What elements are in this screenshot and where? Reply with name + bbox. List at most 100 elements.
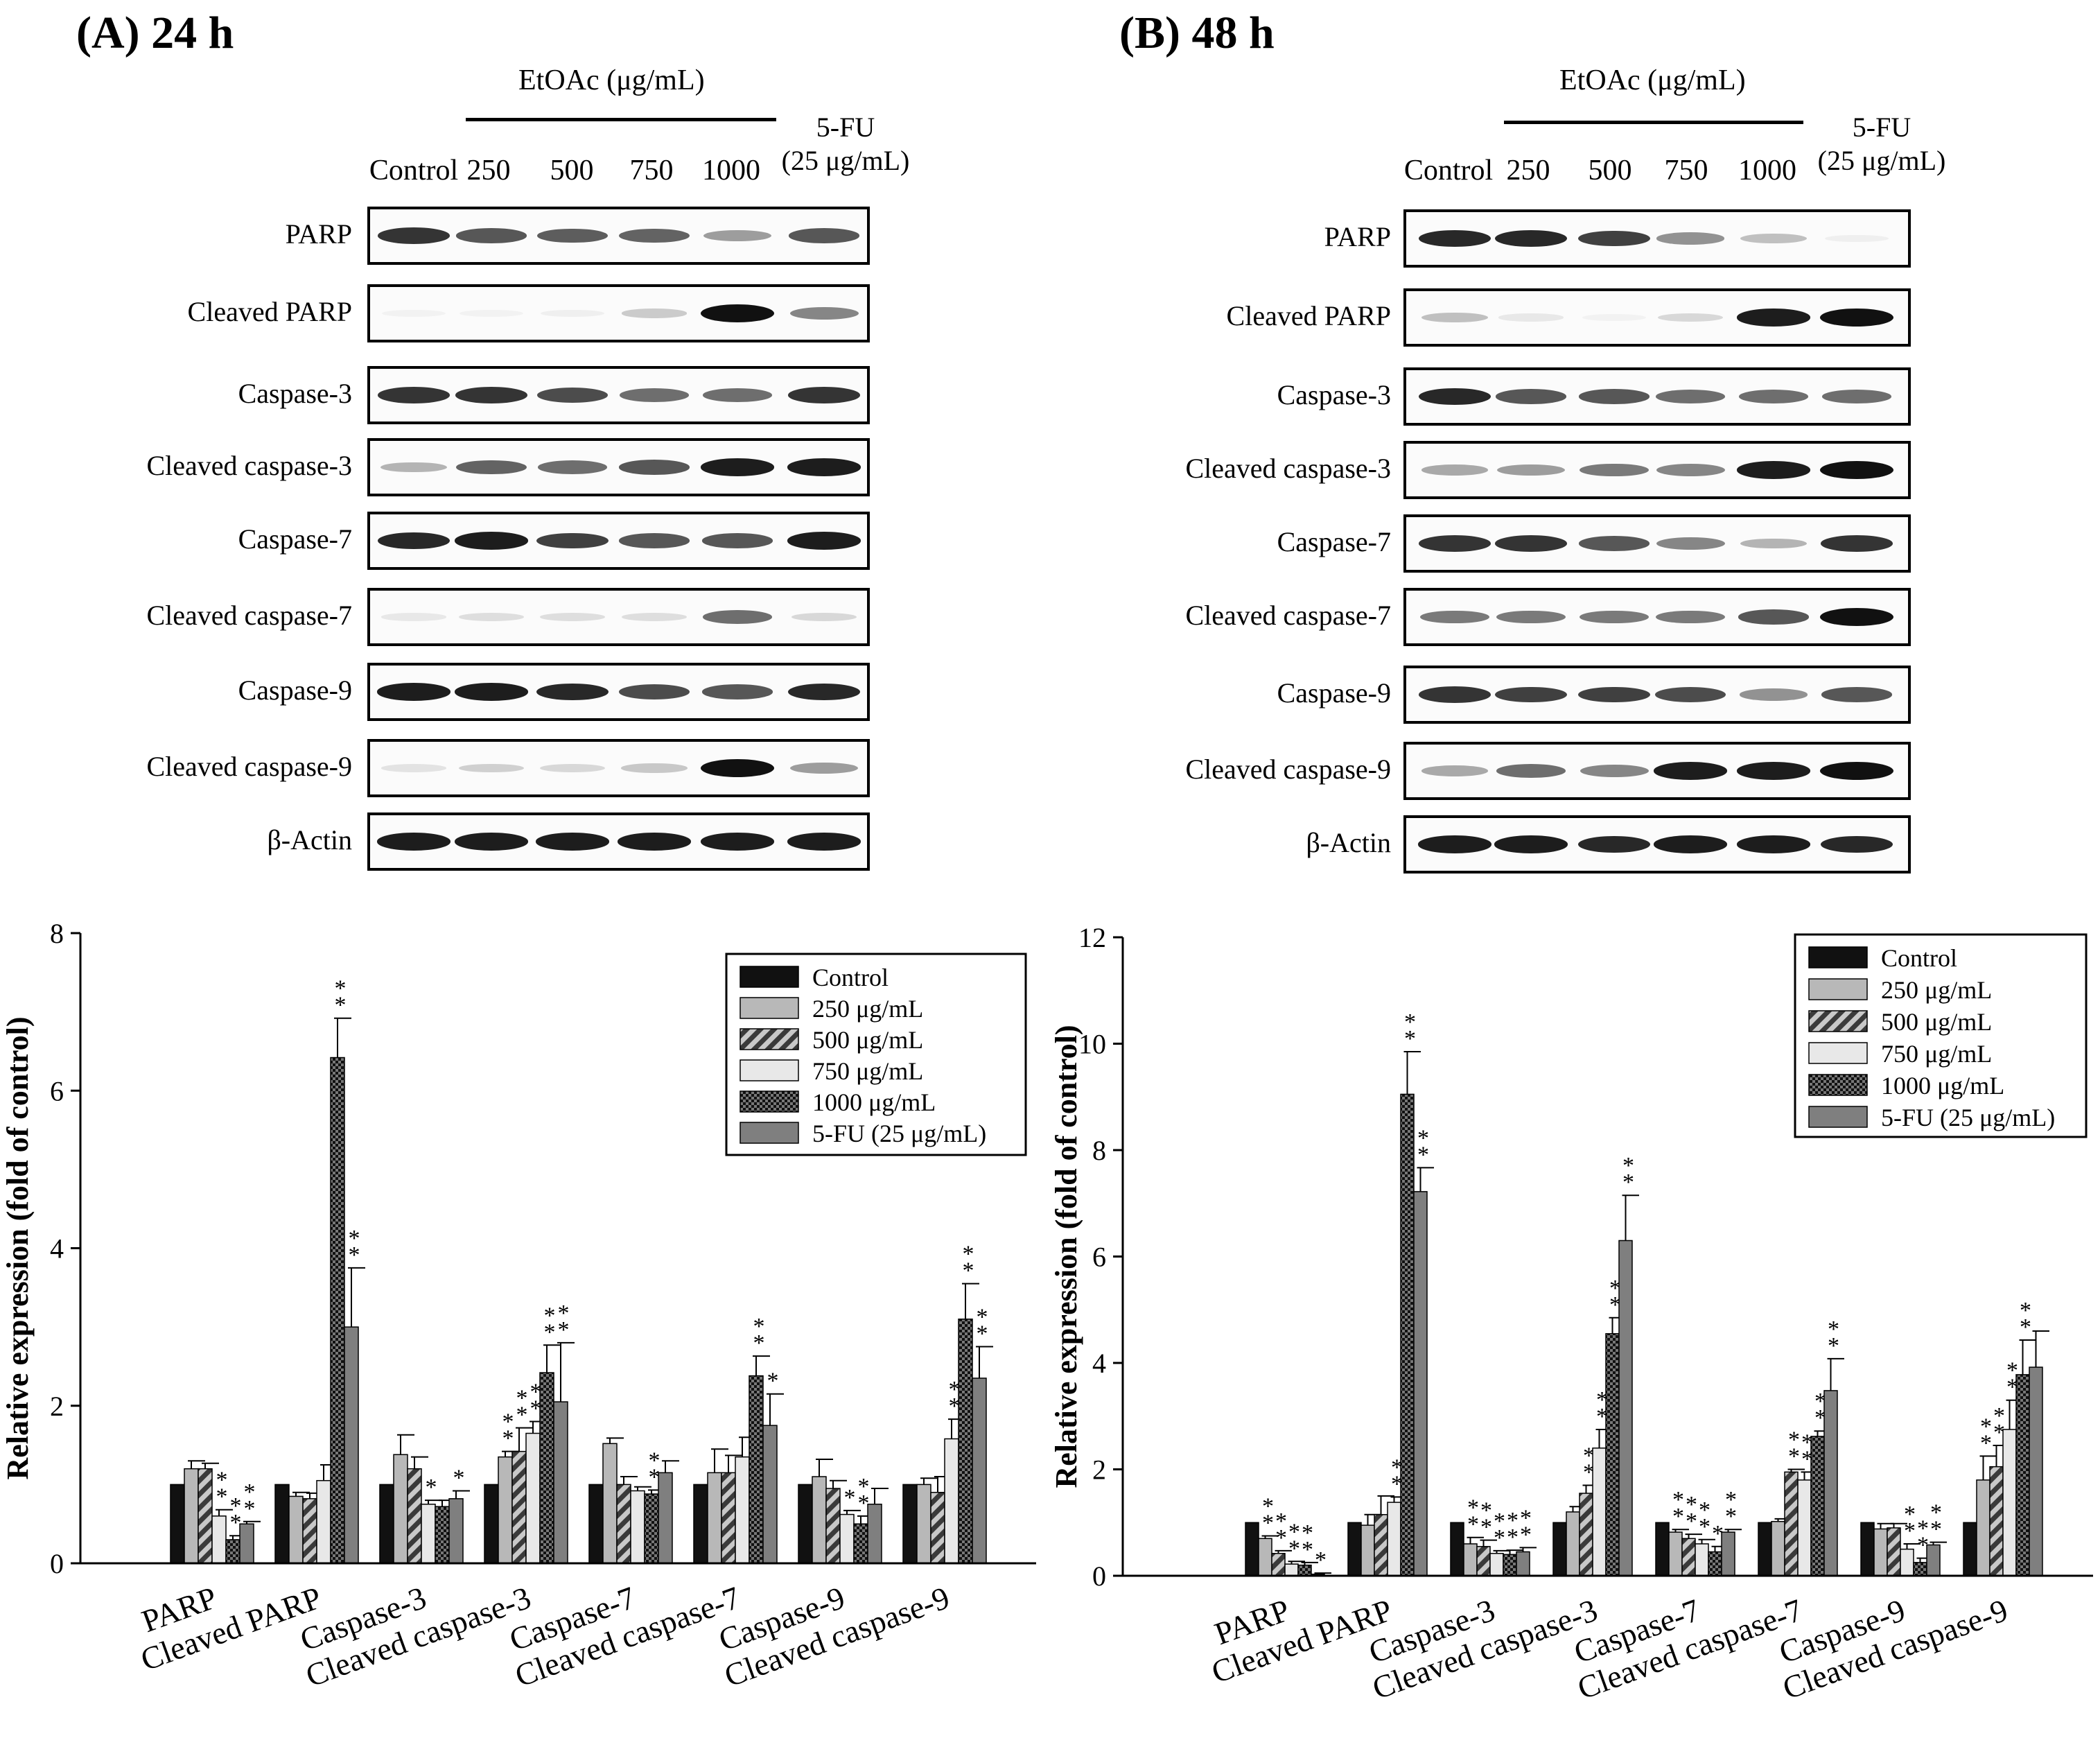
bar [658,1472,673,1564]
legend-swatch [1808,1074,1868,1096]
band [1418,388,1491,406]
bar [1721,1531,1735,1576]
legend-swatch [1808,1042,1868,1064]
significance-star: * [1596,1387,1608,1413]
blot-label-actin: β-Actin [267,824,352,855]
significance-star: * [516,1386,528,1411]
band [540,309,605,318]
band [459,309,524,318]
significance-star: * [2020,1314,2031,1340]
bar [602,1443,618,1564]
legend-swatch [740,1059,799,1081]
significance-star: * [1801,1429,1813,1455]
panel-a-title: (A) 24 h [76,8,234,58]
band [618,833,691,851]
blot-label-caspase-3: Caspase-3 [1277,379,1391,410]
significance-star: * [1993,1420,2005,1445]
bar [184,1468,199,1564]
significance-star: * [1917,1533,1929,1558]
bar [511,1450,527,1564]
band [621,763,688,773]
bar [1976,1479,1990,1576]
significance-star: * [1391,1471,1403,1497]
bar [2015,1374,2030,1576]
legend-label: Control [1881,944,1957,972]
blot-label-caspase-7: Caspase-7 [1277,526,1391,557]
bar [1450,1522,1464,1576]
bar [316,1479,331,1564]
band [377,833,450,851]
legend-label: 750 μg/mL [1881,1040,1992,1068]
blot-label-actin: β-Actin [1306,827,1391,858]
blot-cleaved-caspase-9 [1403,742,1911,800]
band [1580,765,1649,777]
blot-cleaved-caspase-9 [367,739,870,797]
significance-star: * [963,1258,974,1284]
significance-star: * [949,1377,961,1402]
legend-label: 5-FU (25 μg/mL) [812,1120,986,1147]
bar [274,1484,290,1564]
blot-cleaved-caspase-3 [367,438,870,496]
bar [1463,1543,1478,1576]
band [1495,535,1567,552]
band [1821,535,1893,552]
band [1654,835,1727,853]
significance-star: * [1622,1153,1634,1179]
band [456,228,527,243]
panel-a-5fu-label: 5-FU (25 μg/mL) [781,112,910,176]
bar [839,1513,855,1564]
band [455,387,527,403]
significance-star: * [1814,1389,1826,1414]
legend-label: 1000 μg/mL [1881,1072,2004,1100]
significance-star: * [1993,1403,2005,1429]
blot-cleaved-caspase-3 [1403,441,1911,499]
bar [588,1484,604,1564]
legend-label: 250 μg/mL [1881,976,1992,1004]
lane-control: Control [369,155,459,186]
band [1496,389,1566,404]
band [619,533,690,548]
significance-star: * [544,1319,556,1345]
band [1820,461,1893,479]
band [1421,464,1489,476]
bar [812,1476,827,1564]
lane-750: 750 [1664,155,1708,186]
panel-a-treatment-bracket [466,118,776,121]
blot-label-cleaved-caspase-3: Cleaved caspase-3 [146,450,352,481]
band [459,613,524,621]
band [1738,390,1809,403]
y-tick-label: 2 [1092,1454,1106,1486]
bar [1374,1513,1388,1576]
bar [1784,1471,1799,1576]
significance-star: * [2020,1298,2031,1323]
band [787,833,861,851]
blot-actin [1403,815,1911,874]
blot-cleaved-caspase-7 [1403,588,1911,646]
band [702,533,773,548]
band [1580,463,1649,477]
panel-a-bar-chart: 0 2 4 6 8 Relative expression (fold of contro… [1,918,1036,1694]
bar [944,1438,959,1564]
band [788,387,860,403]
band [380,462,448,473]
blot-label-cleaved-caspase-9: Cleaved caspase-9 [1185,754,1391,785]
significance-star: * [1480,1515,1492,1540]
blot-label-caspase-3: Caspase-3 [238,378,352,409]
bar [435,1506,450,1564]
significance-star: * [1507,1508,1519,1533]
band [1495,686,1567,703]
significance-star: * [530,1396,542,1421]
legend-swatch [740,1028,799,1050]
y-tick-label: 6 [50,1075,64,1106]
bar [644,1493,659,1564]
band [787,683,861,701]
significance-star: * [349,1226,360,1251]
band [701,458,774,476]
bar [1297,1564,1312,1576]
band [1421,765,1489,776]
bar [735,1456,750,1564]
band [1498,313,1564,322]
band [455,833,528,851]
significance-star: * [558,1301,570,1326]
significance-star: * [1814,1405,1826,1431]
